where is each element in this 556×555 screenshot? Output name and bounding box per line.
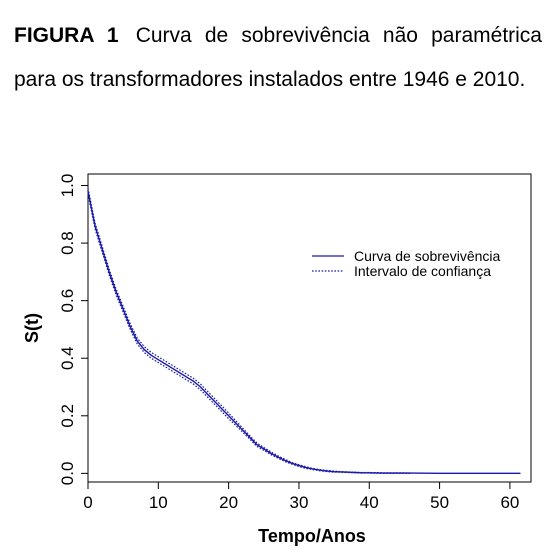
x-tick-label-2: 20 <box>219 493 238 512</box>
y-tick-label-1: 0.2 <box>58 404 77 428</box>
series-layer <box>87 188 521 475</box>
y-tick-label-0: 0.0 <box>58 462 77 486</box>
y-tick-label-3: 0.6 <box>58 289 77 313</box>
x-tick-label-1: 10 <box>149 493 168 512</box>
y-axis: 0.0 0.2 0.4 0.6 0.8 1.0 <box>58 174 88 485</box>
x-axis: 0 10 20 30 40 50 60 <box>83 482 519 512</box>
confidence-interval-upper-line <box>87 188 412 474</box>
legend-label-1: Intervalo de confiança <box>354 263 491 279</box>
x-tick-label-5: 50 <box>430 493 449 512</box>
x-tick-label-3: 30 <box>289 493 308 512</box>
plot-frame <box>87 173 532 483</box>
y-axis-label: S(t) <box>22 313 42 343</box>
x-tick-label-4: 40 <box>360 493 379 512</box>
legend-label-0: Curva de sobrevivência <box>354 248 501 264</box>
x-tick-label-6: 60 <box>500 493 519 512</box>
x-tick-label-0: 0 <box>83 493 92 512</box>
survival-chart: 0 10 20 30 40 50 60 0.0 0.2 0.4 0.6 0.8 1.0 Curva d… <box>22 173 532 546</box>
figure-caption: FIGURA 1 Curva de sobrevivência não para… <box>14 14 542 102</box>
y-tick-label-5: 1.0 <box>58 174 77 198</box>
figure-caption-text: Curva de sobrevivência não paramétrica p… <box>14 24 542 91</box>
x-axis-label: Tempo/Anos <box>258 526 366 546</box>
y-tick-label-2: 0.4 <box>58 346 77 370</box>
figure-label: FIGURA 1 <box>14 24 119 47</box>
confidence-interval-lower-line <box>87 194 412 474</box>
y-tick-label-4: 0.8 <box>58 231 77 255</box>
survival-curve-line <box>87 191 521 475</box>
